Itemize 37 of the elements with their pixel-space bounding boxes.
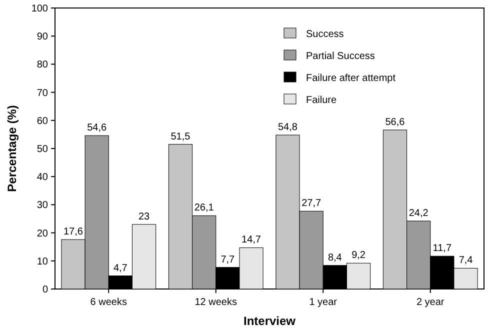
y-tick-label: 30 <box>36 200 48 212</box>
y-tick-label: 100 <box>31 4 48 14</box>
x-tick-label: 1 year <box>309 297 338 308</box>
data-label: 54,8 <box>278 122 298 134</box>
x-tick-label: 12 weeks <box>194 297 237 308</box>
data-label: 17,6 <box>64 226 84 238</box>
data-label: 26,1 <box>194 202 214 214</box>
y-axis-title: Percentage (%) <box>5 105 19 192</box>
x-axis-title: Interview <box>243 314 296 328</box>
data-label: 27,7 <box>302 198 322 210</box>
data-label: 51,5 <box>170 131 191 142</box>
data-label: 54,6 <box>87 122 107 134</box>
legend-label: Success <box>306 29 344 40</box>
x-tick-label: 2 year <box>416 297 445 308</box>
data-label: 14,7 <box>242 234 262 246</box>
y-tick-label: 0 <box>42 284 48 296</box>
legend-label: Failure after attempt <box>306 73 396 84</box>
data-label: 56,6 <box>385 116 406 128</box>
y-tick-label: 60 <box>36 116 48 127</box>
data-label: 7,7 <box>220 254 236 266</box>
legend-label: Failure <box>306 95 338 106</box>
data-label: 11,7 <box>432 243 452 254</box>
data-label: 9,2 <box>352 250 366 262</box>
y-tick-label: 50 <box>36 144 48 155</box>
y-tick-label: 90 <box>36 32 48 43</box>
legend-label: Partial Success <box>306 51 375 62</box>
data-label: 8,4 <box>328 252 342 264</box>
x-tick-label: 6 weeks <box>90 297 127 308</box>
y-tick-label: 10 <box>36 256 48 268</box>
y-tick-label: 70 <box>36 88 48 99</box>
y-tick-label: 80 <box>36 60 48 71</box>
y-tick-label: 40 <box>36 172 48 184</box>
data-label: 23 <box>138 211 150 222</box>
y-tick-label: 20 <box>36 228 48 240</box>
data-label: 24,2 <box>408 208 429 219</box>
data-label: 7,4 <box>458 255 474 266</box>
data-label: 4,7 <box>113 262 128 274</box>
